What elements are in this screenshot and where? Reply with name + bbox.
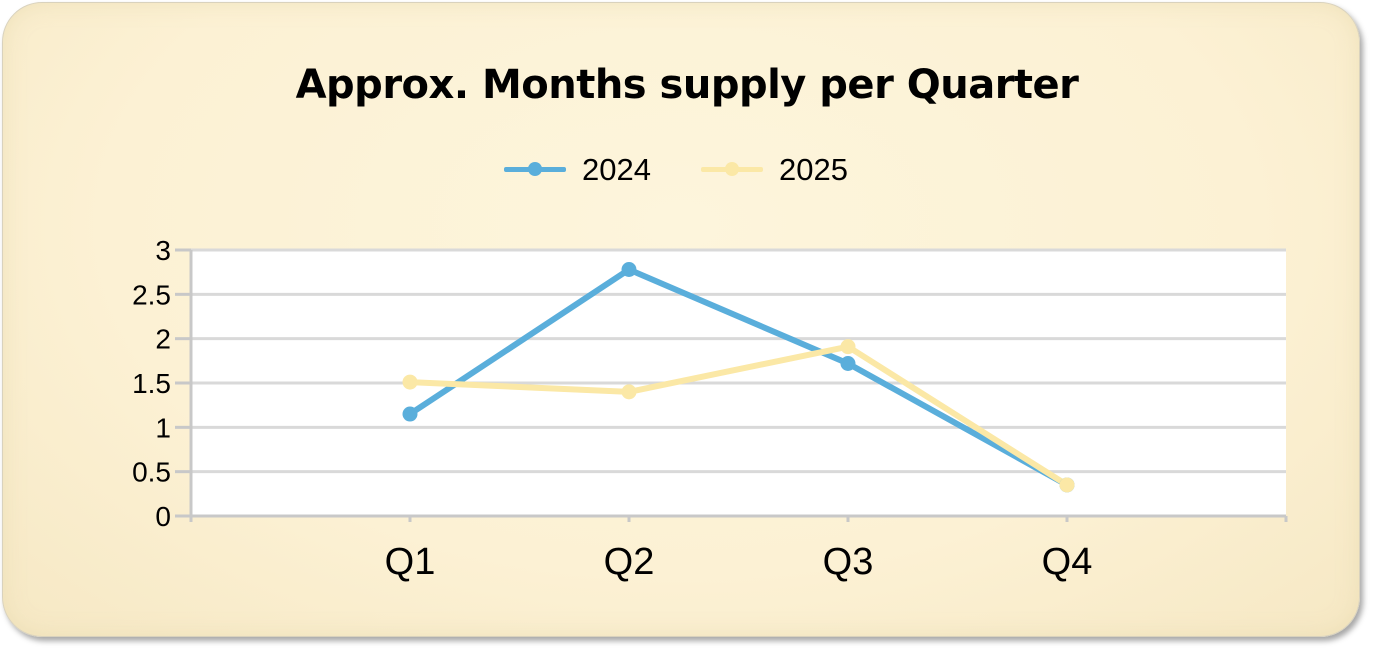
data-point-2025-q1[interactable] (402, 374, 418, 390)
x-tick-label-q3: Q3 (823, 541, 874, 583)
y-tick-label-0.5: 0.5 (132, 457, 171, 488)
data-point-2025-q2[interactable] (621, 384, 637, 400)
series-lines (407, 266, 1070, 488)
data-point-2025-q3[interactable] (840, 339, 856, 355)
x-tick-label-q4: Q4 (1042, 541, 1093, 583)
legend-label-2025: 2025 (779, 152, 848, 187)
gridlines (191, 248, 1286, 474)
chart-legend: 2024 2025 (0, 150, 1374, 190)
data-point-2024-q2[interactable] (621, 262, 637, 278)
y-axis-ticks: 0 0.5 1 1.5 2 2.5 3 (132, 235, 191, 532)
series-line-2024 (407, 266, 1070, 488)
x-axis-ticks: Q1 Q2 Q3 Q4 (189, 516, 1288, 583)
y-tick-label-1.5: 1.5 (132, 368, 171, 399)
data-point-2024-q3[interactable] (840, 355, 856, 371)
y-tick-label-2.5: 2.5 (132, 279, 171, 310)
legend-marker-2024 (528, 162, 542, 176)
chart-title: Approx. Months supply per Quarter (295, 62, 1079, 108)
x-tick-label-q2: Q2 (604, 541, 655, 583)
legend-marker-2025 (725, 162, 739, 176)
y-tick-label-3: 3 (155, 235, 171, 266)
data-point-2025-q4[interactable] (1059, 477, 1075, 493)
y-tick-label-2: 2 (155, 324, 171, 355)
legend-label-2024: 2024 (582, 152, 651, 187)
y-tick-label-0: 0 (155, 501, 171, 532)
series-points (402, 262, 1075, 493)
x-tick-label-q1: Q1 (385, 541, 436, 583)
data-point-2024-q1[interactable] (402, 406, 418, 422)
series-line-2025 (407, 343, 1070, 488)
y-tick-label-1: 1 (155, 412, 171, 443)
